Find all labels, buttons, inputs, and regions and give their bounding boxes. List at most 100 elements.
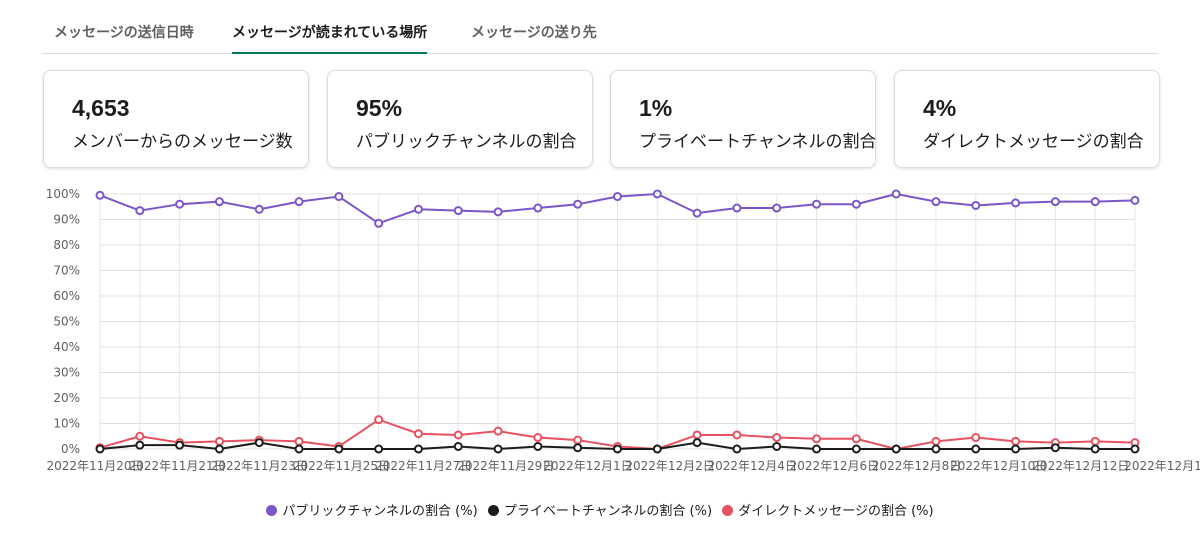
data-point [294, 197, 304, 207]
stat-label: パブリックチャンネルの割合 [356, 132, 577, 152]
tab-send-time[interactable]: メッセージの送信日時 [54, 25, 194, 41]
data-point [1130, 195, 1140, 205]
y-tick-label: 70% [53, 264, 80, 278]
data-point [533, 203, 543, 213]
y-tick-label: 50% [53, 315, 80, 329]
tab-read-location[interactable]: メッセージが読まれている場所 [232, 22, 428, 54]
data-point [851, 434, 861, 444]
legend-label: プライベートチャンネルの割合 (%) [503, 504, 713, 519]
y-tick-label: 0% [61, 442, 80, 456]
x-tick-label: 2022年11月23日 [211, 459, 308, 473]
data-point [772, 203, 782, 213]
data-point [493, 444, 503, 454]
data-point [453, 441, 463, 451]
y-tick-label: 80% [53, 238, 80, 252]
data-point [772, 433, 782, 443]
data-point [374, 444, 384, 454]
stat-card-public-channel: 95% パブリックチャンネルの割合 [327, 70, 593, 168]
stat-value: 4,653 [72, 95, 130, 121]
legend-dot [487, 505, 499, 516]
tab-bar: メッセージの送信日時 メッセージが読まれている場所 メッセージの送り先 [42, 0, 1158, 54]
data-point [812, 199, 822, 209]
data-point [692, 208, 702, 218]
data-point [493, 207, 503, 217]
data-point [533, 433, 543, 443]
data-point [573, 443, 583, 453]
stat-label: メンバーからのメッセージ数 [72, 132, 293, 152]
data-point [1090, 444, 1100, 454]
data-point [294, 444, 304, 454]
data-point [1130, 444, 1140, 454]
data-point [732, 444, 742, 454]
legend-dot [266, 505, 278, 516]
data-point [1011, 444, 1021, 454]
x-tick-label: 2022年12月8日 [872, 459, 961, 473]
data-point [95, 190, 105, 200]
y-tick-label: 10% [53, 417, 80, 431]
data-point [812, 444, 822, 454]
stats-cards: 4,653 メンバーからのメッセージ数 95% パブリックチャンネルの割合 1%… [43, 70, 1160, 168]
data-point [1090, 197, 1100, 207]
data-point [891, 444, 901, 454]
data-point [931, 436, 941, 446]
stat-label: ダイレクトメッセージの割合 [923, 132, 1144, 152]
data-point [1050, 443, 1060, 453]
x-tick-label: 2022年12月1日 [543, 459, 632, 473]
y-tick-label: 20% [53, 391, 80, 405]
legend-item-private[interactable]: プライベートチャンネルの割合 (%) [487, 500, 713, 519]
x-tick-label: 2022年11月20日 [46, 459, 143, 473]
data-point [772, 441, 782, 451]
tab-destination[interactable]: メッセージの送り先 [471, 25, 597, 41]
y-tick-label: 60% [53, 289, 80, 303]
y-tick-label: 30% [53, 366, 80, 380]
stat-card-member-messages: 4,653 メンバーからのメッセージ数 [43, 70, 309, 168]
legend-label: パブリックチャンネルの割合 (%) [282, 504, 478, 519]
legend-dot [722, 505, 734, 516]
data-point [254, 438, 264, 448]
data-point [214, 436, 224, 446]
data-point [135, 206, 145, 216]
data-point [413, 444, 423, 454]
data-point [1011, 198, 1021, 208]
data-point [334, 192, 344, 202]
data-point [971, 200, 981, 210]
data-point [135, 440, 145, 450]
data-point [214, 444, 224, 454]
data-point [931, 197, 941, 207]
data-point [573, 435, 583, 445]
data-point [851, 444, 861, 454]
data-point [971, 444, 981, 454]
x-tick-label: 2022年12月12日 [1032, 459, 1129, 473]
y-tick-label: 40% [53, 340, 80, 354]
data-point [533, 441, 543, 451]
stat-card-private-channel: 1% プライベートチャンネルの割合 [610, 70, 876, 168]
y-tick-label: 90% [53, 213, 80, 227]
data-point [692, 430, 702, 440]
stat-value: 4% [923, 95, 957, 121]
data-point [692, 438, 702, 448]
data-point [453, 430, 463, 440]
data-point [453, 206, 463, 216]
x-tick-label: 2022年12月6日 [790, 459, 879, 473]
data-point [971, 433, 981, 443]
data-point [374, 415, 384, 425]
data-point [931, 444, 941, 454]
x-tick-label: 2022年11月21日 [129, 459, 226, 473]
data-point [732, 430, 742, 440]
data-point [732, 203, 742, 213]
data-point [1090, 436, 1100, 446]
data-point [652, 444, 662, 454]
x-tick-label: 2022年12月4日 [708, 459, 797, 473]
data-point [613, 444, 622, 454]
legend-item-direct[interactable]: ダイレクトメッセージの割合 (%) [722, 500, 934, 519]
data-point [214, 197, 224, 207]
stat-value: 1% [639, 95, 673, 121]
data-point [1011, 436, 1021, 446]
data-point [413, 204, 423, 214]
legend-item-public[interactable]: パブリックチャンネルの割合 (%) [266, 500, 478, 519]
data-point [413, 429, 423, 439]
data-point [613, 192, 622, 202]
data-point [135, 431, 145, 441]
x-tick-label: 2022年11月27日 [375, 459, 472, 473]
chart-legend: パブリックチャンネルの割合 (%) プライベートチャンネルの割合 (%) ダイレ… [0, 500, 1200, 519]
